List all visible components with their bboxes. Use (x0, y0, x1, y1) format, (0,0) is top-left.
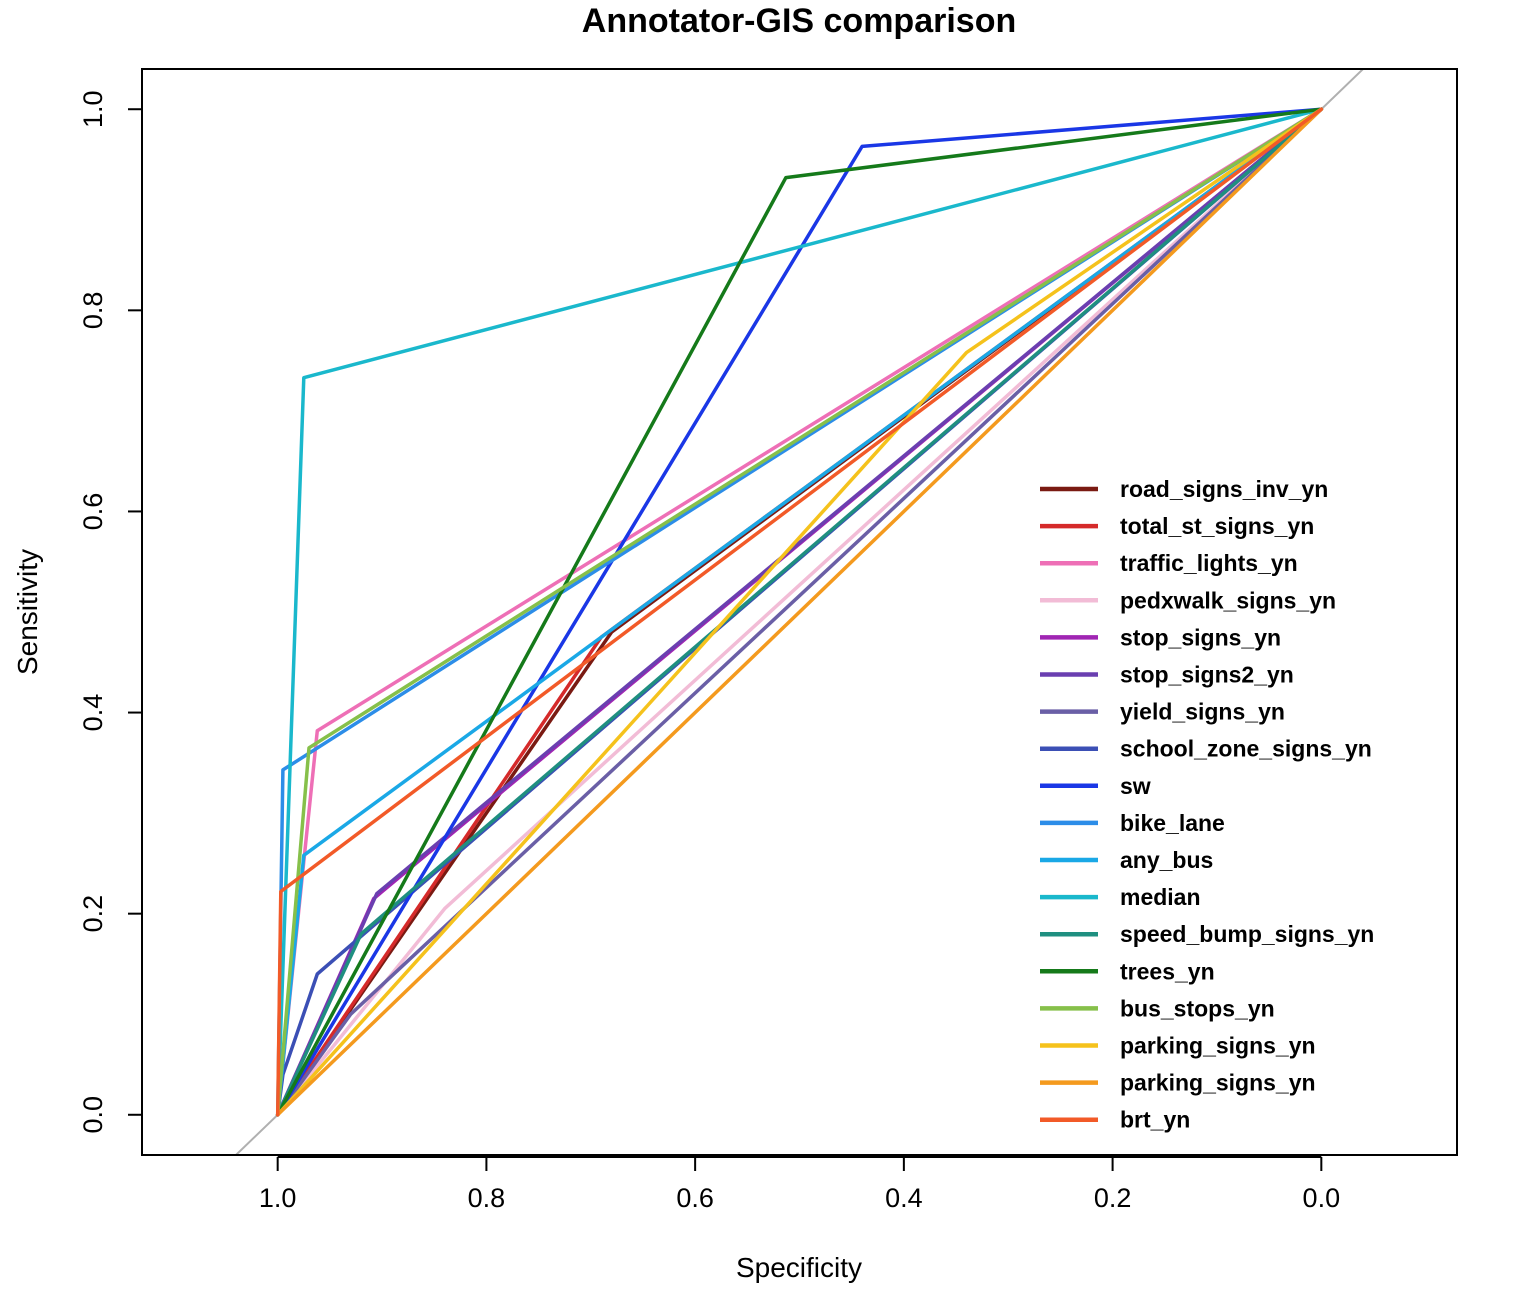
x-tick-label-0: 1.0 (259, 1183, 297, 1213)
series-line-11 (275, 107, 1324, 1117)
legend-label-17: brt_yn (1120, 1107, 1190, 1133)
y-axis: 0.0 0.2 0.4 0.6 0.8 1.0 (78, 90, 143, 1134)
y-tick-label-5: 1.0 (78, 90, 108, 128)
x-tick-label-4: 0.2 (1094, 1183, 1132, 1213)
series-line-17 (275, 107, 1324, 1117)
legend-label-13: trees_yn (1120, 958, 1215, 984)
legend-label-3: pedxwalk_signs_yn (1120, 587, 1336, 613)
series-line-14 (275, 107, 1324, 1117)
legend: road_signs_inv_yn total_st_signs_yntraffi… (1040, 476, 1374, 1133)
series-line-15 (275, 107, 1324, 1117)
x-tick-label-3: 0.4 (885, 1183, 923, 1213)
series-line-12 (275, 107, 1324, 1117)
series-line-3 (275, 107, 1324, 1117)
x-tick-label-5: 0.0 (1303, 1183, 1341, 1213)
legend-label-10: any_bus (1120, 847, 1213, 873)
x-tick-label-2: 0.6 (676, 1183, 714, 1213)
legend-label-9: bike_lane (1120, 810, 1225, 836)
legend-label-2: traffic_lights_yn (1120, 550, 1298, 576)
series-line-16 (275, 107, 1324, 1117)
legend-label-14: bus_stops_yn (1120, 995, 1275, 1021)
y-tick-label-2: 0.4 (78, 694, 108, 732)
series-line-13 (275, 107, 1324, 1117)
y-tick-label-0: 0.0 (78, 1096, 108, 1134)
series-line-8 (275, 107, 1324, 1117)
x-axis-label: Specificity (736, 1252, 862, 1283)
legend-label-4: stop_signs_yn (1120, 624, 1281, 650)
legend-label-12: speed_bump_signs_yn (1120, 921, 1374, 947)
reference-line-layer (234, 69, 1365, 1155)
legend-label-5: stop_signs2_yn (1120, 662, 1294, 688)
legend-label-8: sw (1120, 773, 1151, 799)
legend-label-16: parking_signs_yn (1120, 1070, 1316, 1096)
y-axis-label: Sensitivity (12, 549, 43, 675)
legend-label-0: road_signs_inv_yn (1120, 476, 1328, 502)
reference-diagonal (234, 69, 1365, 1155)
y-tick-label-3: 0.6 (78, 493, 108, 531)
series-layer (275, 107, 1324, 1117)
legend-label-11: median (1120, 884, 1201, 910)
x-tick-label-1: 0.8 (468, 1183, 506, 1213)
x-axis: 1.0 0.8 0.6 0.4 0.2 0.0 (259, 1156, 1341, 1213)
y-tick-label-4: 0.8 (78, 292, 108, 330)
legend-label-6: yield_signs_yn (1120, 699, 1285, 725)
legend-label-7: school_zone_signs_yn (1120, 736, 1372, 762)
series-line-6 (275, 107, 1324, 1117)
legend-label-15: parking_signs_yn (1120, 1033, 1316, 1059)
chart-title: Annotator-GIS comparison (582, 2, 1016, 40)
y-tick-label-1: 0.2 (78, 895, 108, 933)
legend-label-1: total_st_signs_yn (1120, 513, 1314, 539)
